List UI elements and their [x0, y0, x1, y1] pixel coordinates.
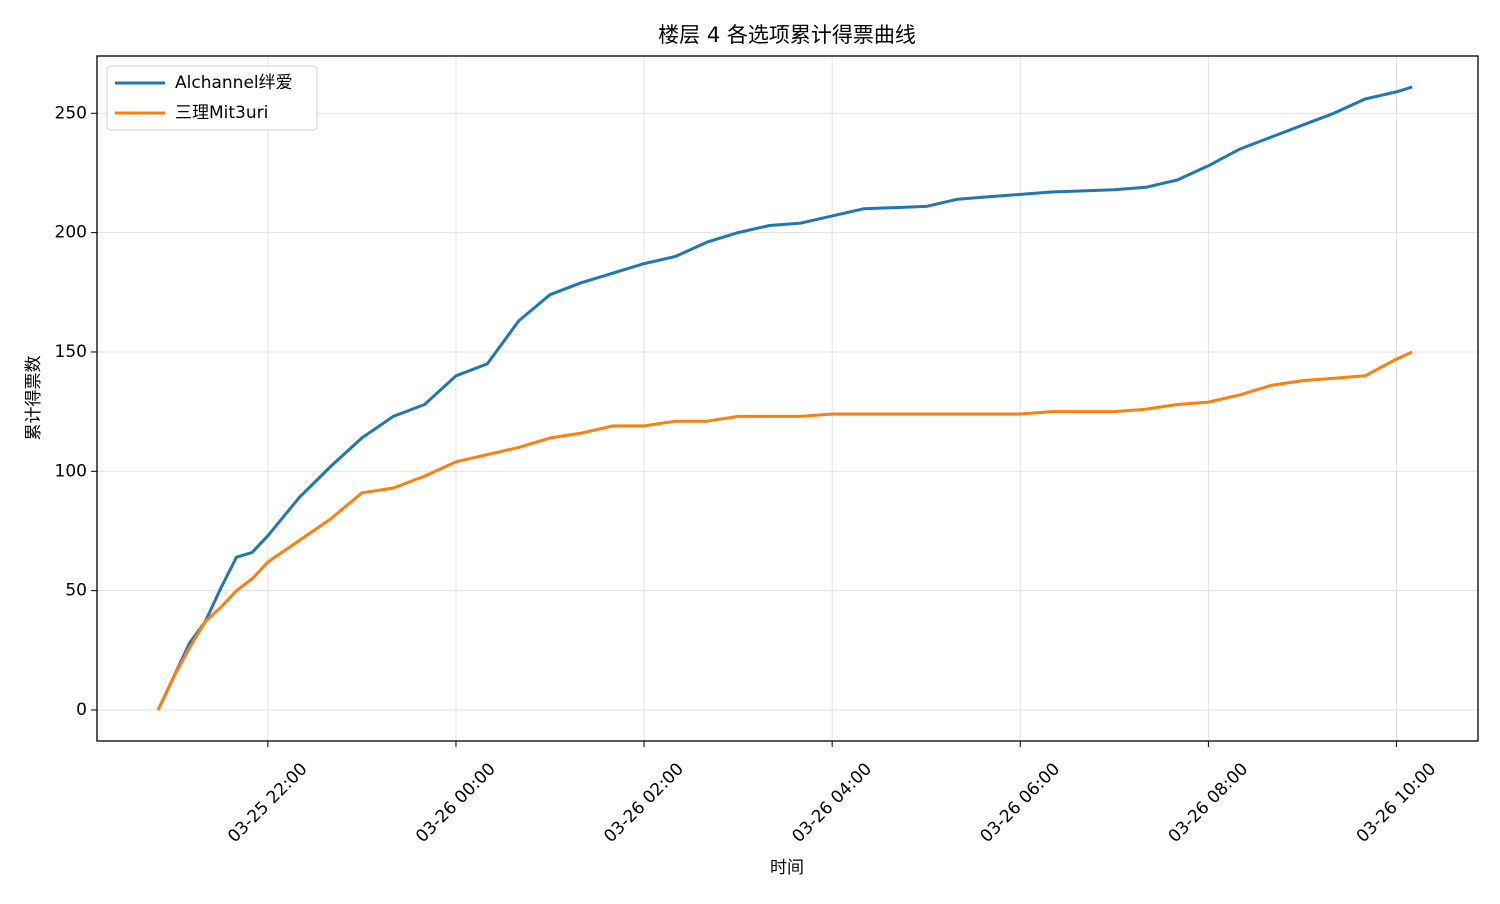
y-tick-label: 0 — [76, 700, 87, 720]
x-axis-label: 时间 — [770, 858, 804, 878]
y-axis-label: 累计得票数 — [24, 356, 44, 441]
series-line — [156, 85, 1413, 711]
plot-frame — [96, 55, 1479, 742]
y-tick-label: 50 — [65, 581, 87, 601]
legend-label: 三理Mit3uri — [175, 103, 268, 123]
y-tick-label: 150 — [55, 342, 87, 362]
legend-label: Alchannel绊爱 — [175, 73, 293, 93]
y-tick-label: 200 — [55, 223, 87, 243]
series-line — [156, 350, 1413, 711]
y-tick-label: 100 — [55, 461, 87, 481]
y-tick-label: 250 — [55, 103, 87, 123]
chart-title: 楼层 4 各选项累计得票曲线 — [658, 23, 916, 47]
